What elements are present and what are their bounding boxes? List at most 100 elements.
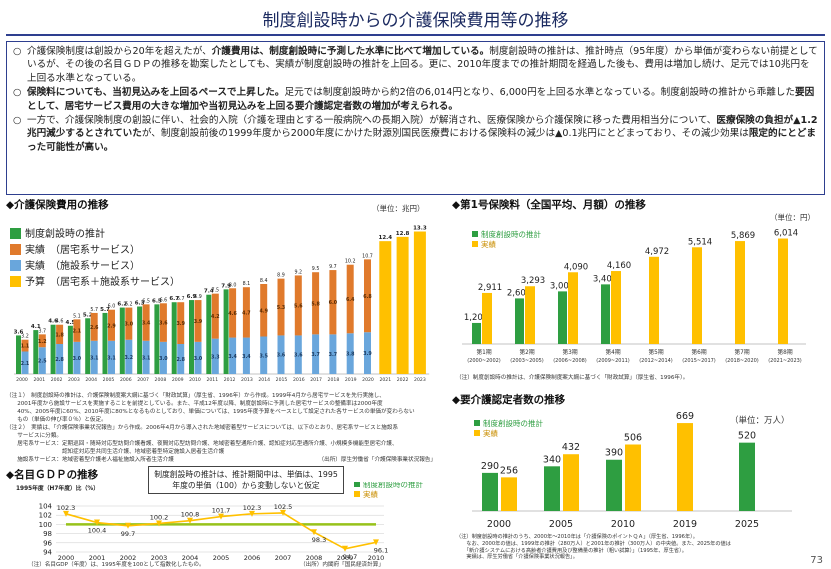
cost-home-bar (211, 293, 219, 339)
cost-home-label: 4.7 (242, 310, 251, 316)
cost-estimate-label: 6.2 (117, 302, 127, 308)
certified-estimate-label: 390 (605, 448, 623, 459)
cost-note-line: サービスに分類。 (6, 433, 62, 439)
gdp-y-tick: 102 (39, 512, 52, 520)
gdp-point-label: 100.2 (150, 513, 169, 521)
premium-x-tick: 第8期 (777, 348, 792, 356)
cost-facility-bar (277, 335, 285, 374)
cost-note-line: 居宅系サービス：定期巡回・随時対応型訪問介護看護、夜間対応型訪問介護、地域密着型… (6, 441, 398, 447)
summary-text: 制度創設時の推計は、推計時点（95年度）から単価が変わらない前提としているが、そ… (27, 46, 818, 84)
cost-legend-label: 実績 （居宅系サービス） (25, 243, 140, 256)
cost-x-tick: 2017 (310, 377, 322, 383)
gdp-legend-label: 制度創設時の推計 (363, 482, 423, 489)
cost-legend-swatch (10, 228, 21, 239)
cost-total-label: 3.7 (38, 328, 46, 334)
cost-home-label: 6.8 (363, 294, 372, 300)
cost-total-label: 5.7 (90, 307, 98, 313)
premium-x-tick: 第1期 (476, 348, 491, 356)
premium-estimate-label: 2,600 (507, 288, 531, 298)
cost-estimate-bar (16, 335, 21, 374)
gdp-actual-point (373, 539, 379, 546)
cost-total-label: 8.0 (229, 282, 237, 288)
cost-home-label: 3.0 (125, 322, 134, 328)
premium-actual-label: 5,514 (688, 237, 712, 247)
cost-total-label: 6.2 (125, 302, 133, 308)
cost-estimate-bar (171, 302, 177, 374)
gdp-x-tick: 2006 (244, 554, 261, 562)
page-title: 制度創設時からの介護保険費用等の推移 (262, 11, 569, 31)
cost-facility-bar (125, 339, 133, 374)
premium-legend-label: 実績 (481, 239, 496, 249)
premium-actual-bar (611, 271, 621, 344)
premium-estimate-label: 3,000 (550, 281, 574, 291)
cost-x-tick: 2014 (258, 377, 270, 383)
cost-note-line: 施設系サービス：地域密着型介護老人福祉施設入所者生活介護 (6, 457, 174, 463)
premium-actual-label: 4,090 (564, 262, 588, 272)
page-number: 73 (810, 555, 823, 566)
cost-total-label: 8.9 (277, 273, 285, 279)
premium-actual-label: 4,972 (645, 247, 669, 257)
gdp-actual-point (125, 522, 131, 529)
cost-facility-label: 3.0 (73, 356, 82, 362)
cost-facility-label: 3.4 (242, 354, 251, 360)
cost-x-tick: 2016 (293, 377, 305, 383)
cost-x-tick: 2006 (120, 377, 132, 383)
premium-estimate-label: 3,400 (593, 274, 617, 284)
gdp-x-tick: 2002 (120, 554, 137, 562)
premium-x-tick: 第2期 (519, 348, 534, 356)
cost-x-tick: 2018 (328, 377, 340, 383)
certified-estimate-bar (606, 459, 622, 511)
cost-total-label: 6.6 (160, 297, 168, 303)
cost-facility-bar (90, 340, 98, 374)
cost-estimate-bar (85, 318, 91, 374)
summary-text: 限定的にとどまった可能性が高い。 (27, 128, 816, 153)
premium-actual-bar (649, 256, 659, 344)
cost-home-label: 1.8 (55, 332, 64, 338)
cost-home-label: 2.9 (107, 323, 116, 329)
cost-legend-label: 実績 （施設系サービス） (25, 259, 140, 272)
cost-home-label: 5.3 (277, 305, 286, 311)
certified-actual-bar (677, 423, 693, 511)
gdp-x-tick: 2010 (368, 554, 385, 562)
certified-estimate-bar (544, 466, 560, 511)
certified-actual-bar (625, 444, 641, 511)
cost-x-tick: 2023 (414, 377, 426, 383)
premium-actual-label: 6,014 (774, 229, 798, 239)
cost-facility-label: 3.7 (329, 352, 338, 358)
cost-facility-label: 3.2 (125, 355, 134, 361)
premium-legend-swatch (472, 241, 478, 247)
cost-legend-label: 制度創設時の推計 (25, 227, 105, 240)
cost-estimate-label: 6.7 (169, 296, 179, 302)
cost-facility-bar (346, 333, 354, 374)
premium-x-tick: 第7期 (734, 348, 749, 356)
cost-home-label: 4.6 (228, 311, 237, 317)
cost-source: （出所）厚生労働省「介護保険事業状況報告」 (318, 457, 436, 463)
cost-facility-bar (159, 341, 167, 374)
cost-facility-label: 3.6 (277, 353, 286, 359)
cost-home-label: 1.2 (38, 339, 47, 345)
premium-actual-bar (692, 247, 702, 344)
cost-budget-bar (413, 231, 426, 374)
cost-facility-label: 3.0 (194, 356, 203, 362)
gdp-actual-point (63, 510, 69, 517)
premium-x-subtick: (2015~2017) (682, 358, 716, 364)
premium-x-subtick: (2006~2008) (553, 358, 587, 364)
premium-estimate-bar (515, 298, 524, 344)
cost-home-bar (21, 339, 29, 352)
cost-home-label: 2.1 (73, 329, 82, 335)
cost-estimate-label: 4.1 (31, 324, 41, 330)
certified-unit: （単位：万人） (730, 416, 790, 426)
premium-actual-bar (568, 272, 578, 344)
gdp-point-label: 102.3 (243, 504, 262, 512)
cost-facility-label: 3.0 (159, 356, 168, 362)
cost-x-tick: 2003 (68, 377, 80, 383)
cost-home-bar (108, 309, 115, 341)
cost-estimate-bar (154, 304, 160, 374)
cost-total-label: 10.2 (345, 259, 356, 265)
cost-facility-bar (329, 334, 337, 374)
gdp-x-tick: 2008 (306, 554, 323, 562)
cost-total-label: 8.4 (260, 278, 268, 284)
cost-home-bar (125, 307, 133, 340)
premium-x-tick: 第4期 (605, 348, 620, 356)
cost-home-bar (38, 334, 46, 348)
